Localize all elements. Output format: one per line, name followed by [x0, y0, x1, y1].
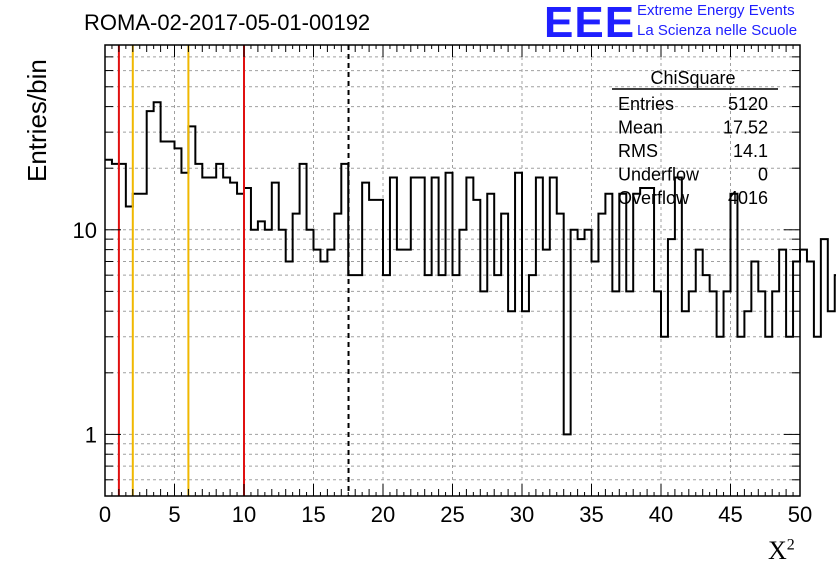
- x-tick-label: 15: [301, 502, 325, 527]
- reference-lines-layer: [117, 45, 350, 496]
- x-tick-label: 5: [168, 502, 180, 527]
- x-tick-label: 30: [510, 502, 534, 527]
- logo-text-line1: Extreme Energy Events: [637, 2, 795, 19]
- stats-box: ChiSquare Entries 5120 Mean 17.52 RMS 14.1 Unde…: [612, 68, 778, 208]
- stats-header: ChiSquare: [650, 68, 735, 88]
- y-tick-label: 1: [85, 422, 97, 447]
- x-tick-label: 25: [440, 502, 464, 527]
- x-tick-label: 10: [232, 502, 256, 527]
- x-axis-label-superscript: 2: [786, 536, 795, 554]
- grid-layer: [105, 45, 800, 496]
- logo-text-line2: La Scienza nelle Scuole: [637, 22, 798, 39]
- stats-value: 0: [758, 165, 768, 185]
- y-tick-label: 10: [73, 218, 97, 243]
- x-tick-label: 40: [649, 502, 673, 527]
- stats-label: Entries: [618, 94, 674, 114]
- stats-label: Overflow: [618, 188, 690, 208]
- stats-label: Underflow: [618, 165, 700, 185]
- x-tick-label: 0: [99, 502, 111, 527]
- x-tick-label: 20: [371, 502, 395, 527]
- stats-value: 5120: [728, 94, 768, 114]
- x-axis-label: X2: [768, 536, 795, 566]
- histogram-layer: [105, 101, 836, 436]
- stats-value: 17.52: [723, 118, 768, 138]
- axis-layer: 0 5 10 15 20 25 30 35 40 45 50 1 10: [73, 44, 812, 527]
- histogram-series: [105, 101, 836, 436]
- stats-value: 4016: [728, 188, 768, 208]
- stats-label: Mean: [618, 118, 663, 138]
- x-tick-label: 35: [579, 502, 603, 527]
- x-tick-label: 45: [718, 502, 742, 527]
- stats-label: RMS: [618, 141, 658, 161]
- x-tick-label: 50: [788, 502, 812, 527]
- stats-value: 14.1: [733, 141, 768, 161]
- chart-title: ROMA-02-2017-05-01-00192: [84, 10, 371, 35]
- eee-logo: EEE: [544, 0, 636, 47]
- x-axis-label-base: X: [768, 536, 787, 565]
